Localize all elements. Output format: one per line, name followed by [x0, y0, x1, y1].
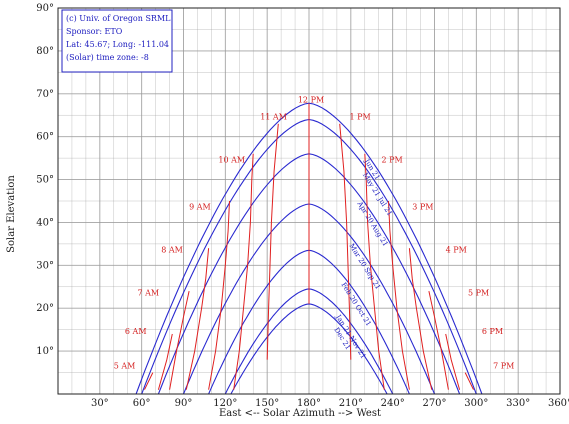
- hour-label: 5 PM: [468, 288, 489, 297]
- y-tick-label: 10°: [36, 346, 54, 357]
- x-tick-label: 360°: [548, 398, 569, 409]
- hour-line: [208, 200, 230, 390]
- x-tick-label: 30°: [91, 398, 109, 409]
- hour-labels: 5 AM 6 AM 7 AM 8 AM 9 AM 10 AM 11 AM 12 PM 1 PM 2…: [114, 95, 515, 370]
- hour-label: 1 PM: [349, 113, 370, 122]
- x-tick-labels: 30° 60° 90° 120° 150° 180° 210° 240° 270° 300° 330…: [91, 398, 569, 409]
- y-tick-label: 80°: [36, 46, 54, 57]
- hour-label: 7 AM: [137, 288, 159, 297]
- y-tick-label: 30°: [36, 260, 54, 271]
- hour-line: [266, 123, 279, 360]
- x-tick-label: 270°: [422, 398, 446, 409]
- hour-label: 10 AM: [218, 155, 245, 164]
- info-line-1: (c) Univ. of Oregon SRML: [66, 14, 171, 23]
- x-tick-label: 60°: [133, 398, 151, 409]
- hour-line: [169, 290, 190, 390]
- x-tick-label: 180°: [297, 398, 321, 409]
- hour-line: [464, 372, 474, 390]
- hour-line: [185, 248, 210, 390]
- hour-line: [157, 333, 173, 390]
- y-tick-label: 90°: [36, 3, 54, 14]
- hour-line: [445, 333, 461, 390]
- hour-line: [144, 372, 154, 390]
- info-line-4: (Solar) time zone: -8: [66, 53, 149, 62]
- info-box: (c) Univ. of Oregon SRML Sponsor: ETO La…: [61, 9, 173, 73]
- hour-line: [339, 123, 352, 360]
- hour-line: [233, 153, 254, 390]
- info-line-3: Lat: 45.67; Long: -111.04: [66, 40, 169, 49]
- hour-line: [428, 290, 449, 390]
- hour-label: 6 PM: [482, 327, 503, 336]
- hour-label: 8 AM: [161, 245, 183, 254]
- hour-label: 2 PM: [382, 155, 403, 164]
- hour-label: 4 PM: [446, 245, 467, 254]
- y-tick-label: 50°: [36, 175, 54, 186]
- x-tick-label: 150°: [255, 398, 279, 409]
- x-tick-label: 330°: [506, 398, 530, 409]
- hour-label: 6 AM: [125, 327, 147, 336]
- hour-label: 5 AM: [114, 361, 136, 370]
- hour-line: [408, 248, 433, 390]
- hour-label: 3 PM: [412, 203, 433, 212]
- info-line-2: Sponsor: ETO: [66, 27, 123, 36]
- hour-line: [388, 200, 410, 390]
- plot-frame: [57, 7, 561, 395]
- x-tick-label: 240°: [381, 398, 405, 409]
- hour-line: [364, 153, 385, 390]
- hour-label: 11 AM: [260, 113, 287, 122]
- hour-label: 7 PM: [493, 361, 514, 370]
- y-tick-labels: 10° 20° 30° 40° 50° 60° 70° 80° 90°: [36, 3, 54, 357]
- x-tick-label: 210°: [339, 398, 363, 409]
- info-box-border: [61, 9, 173, 73]
- y-tick-label: 40°: [36, 217, 54, 228]
- x-tick-label: 120°: [213, 398, 237, 409]
- hour-lines: [144, 103, 474, 390]
- x-tick-label: 90°: [175, 398, 193, 409]
- hour-label: 9 AM: [189, 203, 211, 212]
- y-axis-title: Solar Elevation: [6, 175, 17, 253]
- x-tick-label: 300°: [464, 398, 488, 409]
- x-axis-title: East <-- Solar Azimuth --> West: [219, 408, 381, 419]
- hour-label: 12 PM: [298, 95, 324, 104]
- y-tick-label: 70°: [36, 89, 54, 100]
- y-tick-label: 20°: [36, 303, 54, 314]
- y-tick-label: 60°: [36, 132, 54, 143]
